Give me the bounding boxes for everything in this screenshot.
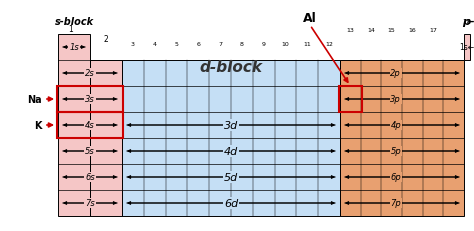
Text: 9: 9 — [262, 41, 266, 46]
Text: 5s: 5s — [85, 147, 95, 156]
Text: 7s: 7s — [85, 199, 95, 208]
Text: 6s: 6s — [85, 173, 95, 182]
Text: 4d: 4d — [224, 146, 238, 156]
Text: 2s: 2s — [85, 69, 95, 78]
Text: 12: 12 — [325, 41, 333, 46]
Text: 1s: 1s — [69, 43, 79, 52]
Text: 18: 18 — [463, 19, 472, 25]
Text: 4: 4 — [153, 41, 157, 46]
Bar — [57, 87, 123, 112]
Text: 5: 5 — [174, 41, 178, 46]
Text: 16: 16 — [409, 27, 416, 32]
Bar — [58, 35, 90, 216]
Text: 4p: 4p — [391, 121, 401, 130]
Text: K: K — [35, 121, 42, 131]
Bar — [339, 87, 362, 112]
Text: Al: Al — [303, 12, 317, 24]
Bar — [122, 61, 340, 216]
Text: 14: 14 — [367, 27, 375, 32]
Text: 3d: 3d — [224, 121, 238, 131]
Text: 7: 7 — [218, 41, 222, 46]
Text: 3: 3 — [131, 41, 135, 46]
Text: 6p: 6p — [391, 173, 401, 182]
Text: d-block: d-block — [200, 60, 263, 75]
Text: 13: 13 — [346, 27, 354, 32]
Text: 17: 17 — [429, 27, 437, 32]
Text: 10: 10 — [282, 41, 289, 46]
Text: 6d: 6d — [224, 198, 238, 208]
Text: 4s: 4s — [85, 121, 95, 130]
Text: s-block: s-block — [55, 17, 93, 27]
Bar — [340, 61, 464, 216]
Bar — [90, 61, 122, 216]
Text: 11: 11 — [303, 41, 311, 46]
Text: 5d: 5d — [224, 172, 238, 182]
Text: 8: 8 — [240, 41, 244, 46]
Text: p-block: p-block — [462, 17, 474, 27]
Text: 7p: 7p — [391, 199, 401, 208]
Text: 2p: 2p — [391, 69, 401, 78]
Text: 2: 2 — [104, 35, 109, 44]
Text: Na: Na — [27, 94, 42, 105]
Text: 3s: 3s — [85, 95, 95, 104]
Text: 1: 1 — [69, 25, 73, 34]
Text: 15: 15 — [388, 27, 395, 32]
Text: 1s←: 1s← — [459, 43, 474, 52]
Text: 5p: 5p — [391, 147, 401, 156]
Bar — [57, 112, 123, 138]
Text: 6: 6 — [196, 41, 200, 46]
Bar — [464, 35, 470, 61]
Text: 3p: 3p — [391, 95, 401, 104]
